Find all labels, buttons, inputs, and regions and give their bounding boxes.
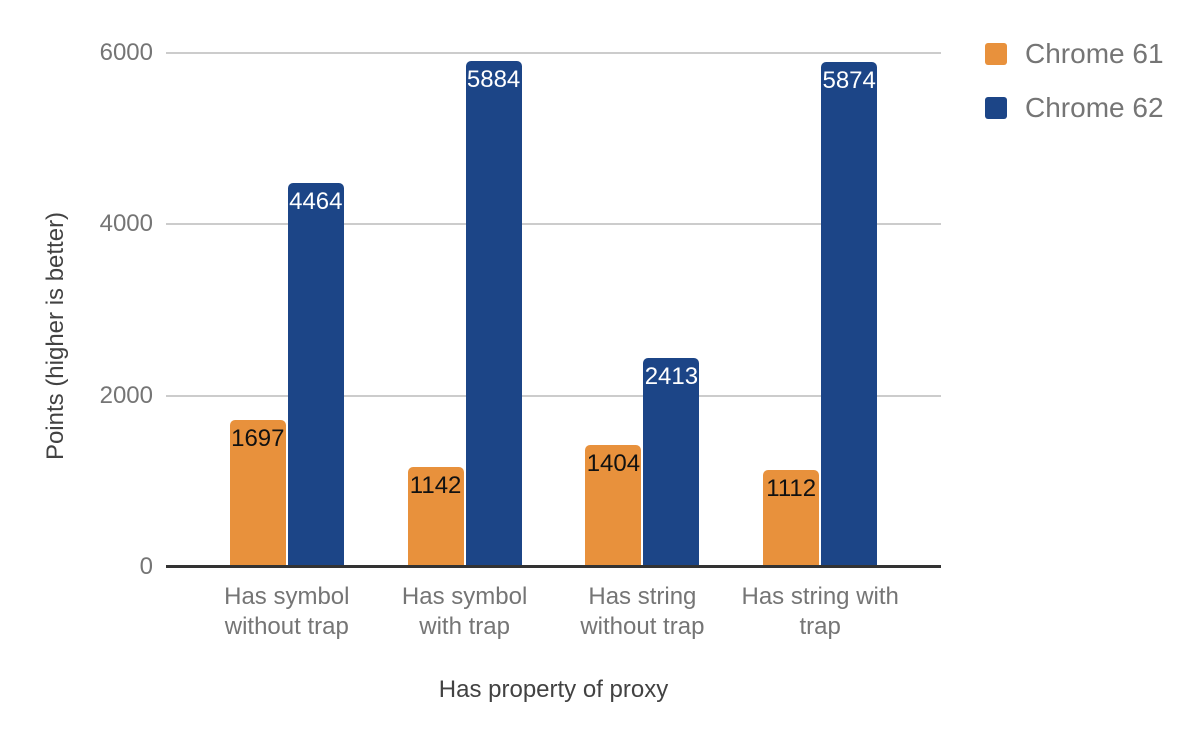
legend-swatch-icon <box>985 43 1007 65</box>
gridline-2000 <box>166 394 941 397</box>
bar-chrome-61-has-string-with-trap: 1112 <box>763 470 820 565</box>
x-category-label-has-symbol-without-trap: Has symbol without trap <box>224 583 350 640</box>
bar-value-label: 1404 <box>586 450 641 477</box>
x-category-label-has-symbol-with-trap: Has symbol with trap <box>401 583 528 640</box>
bar-value-label: 1142 <box>409 472 462 499</box>
y-tick-label-4000: 4000 <box>99 210 153 238</box>
plot-area: 1697 4464 1142 5884 1404 2413 1112 5874 <box>166 52 941 568</box>
bars-layer: 1697 4464 1142 5884 1404 2413 1112 5874 <box>166 53 941 565</box>
bar-chrome-62-has-symbol-with-trap: 5884 <box>465 61 522 565</box>
y-axis-title: Points (higher is better) <box>42 211 69 461</box>
gridline-4000 <box>166 223 941 226</box>
bar-group-has-string-with-trap: 1112 5874 <box>763 53 878 565</box>
legend-item-chrome-62: Chrome 62 <box>985 92 1164 123</box>
bar-value-label: 1112 <box>766 475 817 502</box>
bar-chrome-61-has-string-without-trap: 1404 <box>585 445 642 565</box>
y-tick-label-6000: 6000 <box>99 39 153 66</box>
legend-label: Chrome 61 <box>1025 38 1164 69</box>
bar-chrome-62-has-symbol-without-trap: 4464 <box>287 183 344 565</box>
bar-value-label: 2413 <box>644 363 699 390</box>
x-category-label-has-string-without-trap: Has string without trap <box>580 583 705 640</box>
x-axis-line <box>166 565 941 568</box>
bar-value-label: 4464 <box>289 188 343 215</box>
bar-value-label: 5884 <box>466 66 521 93</box>
y-tick-label-2000: 2000 <box>99 381 153 409</box>
bar-group-has-symbol-with-trap: 1142 5884 <box>407 53 522 565</box>
x-category-label-has-string-with-trap: Has string with trap <box>741 583 899 640</box>
bar-value-label: 5874 <box>822 67 876 94</box>
legend-label: Chrome 62 <box>1025 92 1164 123</box>
bar-value-label: 1697 <box>231 425 285 452</box>
legend-swatch-icon <box>985 97 1007 119</box>
legend-item-chrome-61: Chrome 61 <box>985 38 1164 69</box>
gridline-6000 <box>166 52 941 54</box>
bar-chrome-61-has-symbol-without-trap: 1697 <box>229 420 286 565</box>
x-axis-category-labels: Has symbol without trap Has symbol with t… <box>166 582 941 652</box>
bar-chrome-62-has-string-without-trap: 2413 <box>643 358 700 565</box>
y-tick-label-0: 0 <box>139 553 153 580</box>
x-axis-title: Has property of proxy <box>438 676 669 703</box>
bar-chrome-62-has-string-with-trap: 5874 <box>821 62 878 565</box>
bar-group-has-string-without-trap: 1404 2413 <box>585 53 700 565</box>
bar-chrome-61-has-symbol-with-trap: 1142 <box>407 467 464 565</box>
legend: Chrome 61 Chrome 62 <box>985 38 1164 148</box>
bar-group-has-symbol-without-trap: 1697 4464 <box>229 53 344 565</box>
